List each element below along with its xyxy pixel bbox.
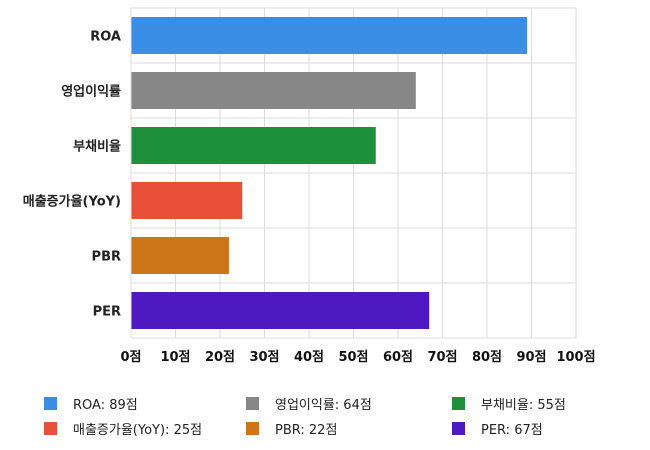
bar-2 — [131, 127, 376, 164]
legend-item: PBR: 22점 — [246, 418, 337, 438]
bar-4 — [131, 237, 229, 274]
bar-3 — [131, 182, 243, 219]
category-label: 부채비율 — [73, 139, 121, 155]
x-tick-label: 0점 — [120, 350, 141, 365]
legend-label: PER: 67점 — [481, 422, 543, 438]
legend-label: ROA: 89점 — [73, 397, 138, 413]
legend-label: 영업이익률: 64점 — [275, 397, 372, 413]
bar-0 — [131, 17, 528, 54]
x-tick-label: 70점 — [427, 350, 457, 365]
legend-swatch — [44, 421, 57, 435]
x-tick-label: 60점 — [383, 350, 413, 365]
category-label: PBR — [92, 250, 121, 265]
category-label: PER — [93, 305, 121, 320]
legend-item: 매출증가율(YoY): 25점 — [44, 418, 202, 438]
legend-swatch — [452, 396, 465, 410]
x-tick-label: 90점 — [516, 350, 546, 365]
category-label: ROA — [90, 30, 121, 45]
category-label: 영업이익률 — [61, 84, 121, 100]
legend-label: PBR: 22점 — [275, 422, 338, 438]
bar-5 — [131, 292, 430, 329]
legend-item: 영업이익률: 64점 — [246, 393, 372, 413]
x-tick-label: 100점 — [556, 350, 595, 365]
bar-1 — [131, 72, 416, 109]
x-tick-label: 30점 — [249, 350, 279, 365]
legend-label: 매출증가율(YoY): 25점 — [73, 422, 203, 438]
legend-swatch — [44, 396, 57, 410]
x-tick-label: 50점 — [338, 350, 368, 365]
legend-label: 부채비율: 55점 — [481, 397, 566, 413]
legend-item: 부채비율: 55점 — [452, 393, 566, 413]
legend-item: PER: 67점 — [452, 418, 543, 438]
x-tick-label: 10점 — [160, 350, 190, 365]
grid-lines — [130, 7, 577, 339]
bars — [131, 17, 528, 329]
legend-swatch — [246, 421, 259, 435]
x-tick-label: 80점 — [472, 350, 502, 365]
x-tick-label: 40점 — [294, 350, 324, 365]
x-tick-label: 20점 — [205, 350, 235, 365]
legend-swatch — [452, 421, 465, 435]
category-label: 매출증가율(YoY) — [23, 194, 121, 210]
x-axis-tick-labels: 0점 10점 20점 30점 40점 50점 60점 70점 80점 90점 100점 — [120, 350, 595, 365]
legend-swatch — [246, 396, 259, 410]
legend-item: ROA: 89점 — [44, 393, 138, 413]
